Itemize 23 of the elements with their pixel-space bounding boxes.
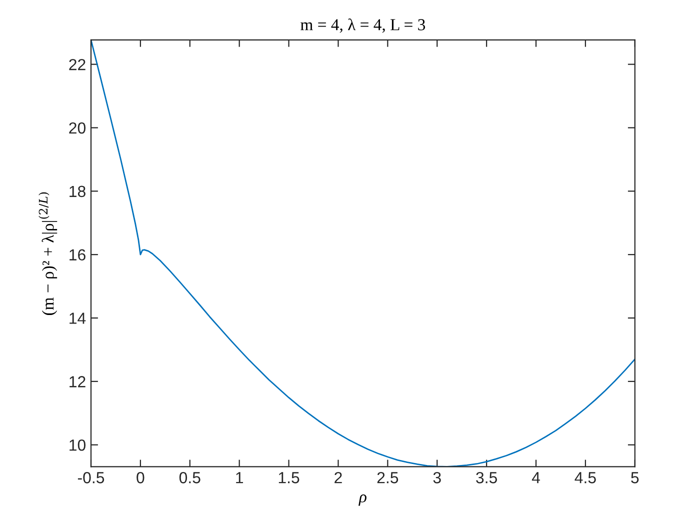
x-tick-label: 0.5 [179,472,200,484]
x-tick-label: 3 [433,472,441,484]
y-tick-label: 10 [70,439,86,451]
x-tick-label: 1 [236,472,243,484]
y-tick-label: 22 [69,58,86,70]
x-tick-label: -0.5 [78,472,104,484]
x-tick-label: 2 [334,472,342,484]
x-tick-label: 4 [532,472,540,484]
y-axis-title: (m − ρ)² + λ|ρ|$^{(2/L)}$ [38,192,58,315]
x-axis-title: ρ [358,494,366,506]
chart-title: m = 4, λ = 4, L = 3 [300,18,426,33]
y-tick-label: 16 [70,249,86,261]
y-tick-label: 14 [70,312,86,324]
y-tick-label: 12 [70,376,86,388]
y-tick-label: 18 [70,186,86,198]
line-series [91,40,635,467]
x-tick-label: 0 [136,472,144,484]
x-tick-label: 1.5 [278,472,300,484]
x-tick-label: 2.5 [377,472,398,484]
x-tick-label: 3.5 [476,472,497,484]
y-tick-label: 20 [69,122,86,134]
x-tick-label: 4.5 [574,472,596,484]
x-tick-label: 5 [631,472,639,484]
